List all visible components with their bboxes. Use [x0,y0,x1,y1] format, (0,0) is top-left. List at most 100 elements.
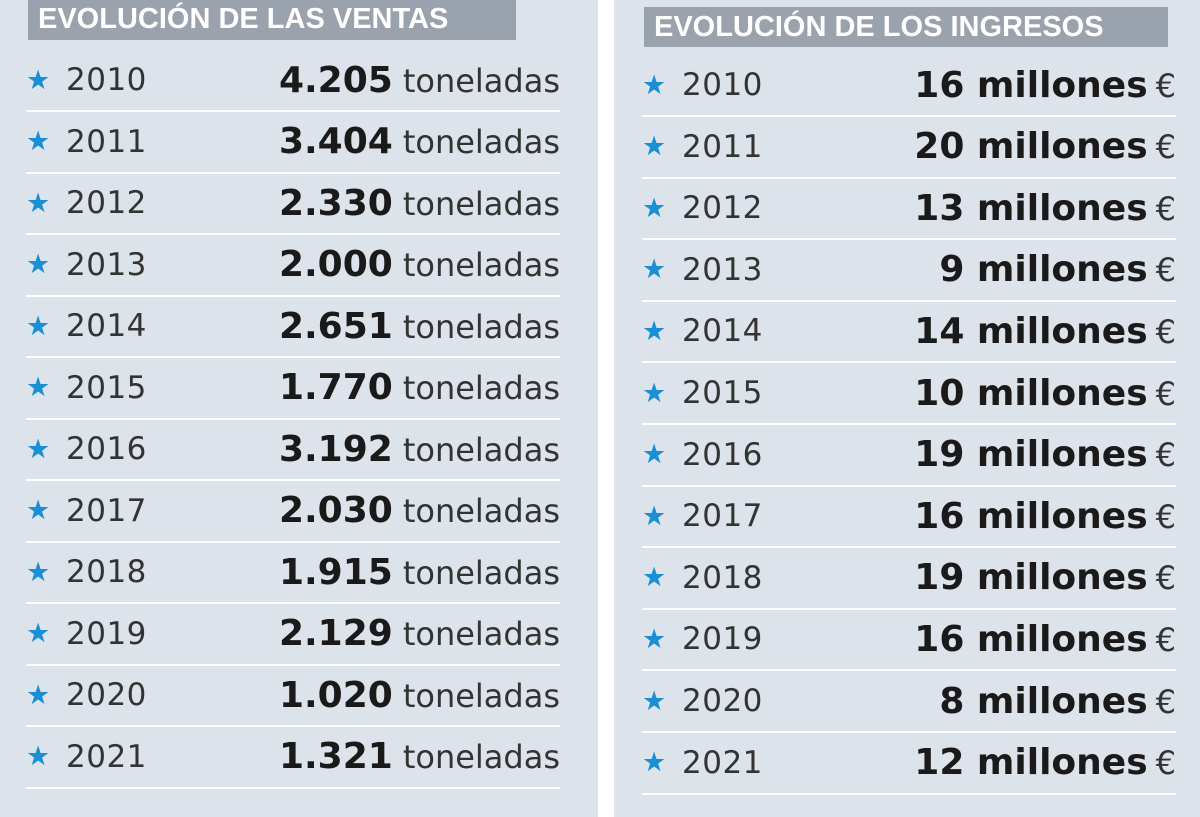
row-unit: € [1155,189,1176,228]
row-value: 16 millones [914,495,1148,537]
star-icon: ★ [26,618,51,649]
star-icon: ★ [642,500,667,532]
row-year: 2016 [682,436,763,473]
row-year: 2014 [66,308,147,344]
star-icon: ★ [26,741,51,772]
row-value-group: 19 millones € [914,557,1176,598]
row-unit: € [1155,312,1176,351]
star-icon: ★ [26,433,51,465]
list-item: ★ 2013 2.000 toneladas [26,235,560,297]
row-value-group: 2.330 toneladas [279,183,560,224]
row-value-group: 10 millones € [914,373,1176,414]
row-value: 1.915 [278,551,393,593]
row-value-group: 2.030 toneladas [279,490,560,531]
list-item: ★ 2011 20 millones € [642,117,1176,179]
row-year: 2012 [682,190,763,227]
star-icon: ★ [642,315,667,347]
row-unit: toneladas [402,553,560,592]
list-item: ★ 2020 1.020 toneladas [26,665,560,727]
row-value-group: 2.651 toneladas [279,306,560,347]
row-unit: € [1155,559,1176,598]
list-item: ★ 2020 8 millones € [642,671,1176,733]
list-item: ★ 2019 2.129 toneladas [26,604,560,666]
row-year: 2011 [66,123,147,160]
row-value: 2.330 [278,182,393,224]
row-value-group: 9 millones € [939,249,1176,290]
star-icon: ★ [642,131,667,163]
row-value: 1.770 [278,367,393,408]
row-value: 19 millones [914,557,1148,599]
row-unit: toneladas [402,615,560,653]
row-value-group: 1.020 toneladas [279,675,560,716]
star-icon: ★ [26,126,51,157]
row-unit: toneladas [402,738,560,776]
row-value-group: 2.129 toneladas [279,613,560,654]
row-year: 2018 [682,559,763,596]
income-panel: EVOLUCIÓN DE LOS INGRESOS ★ 2010 16 millon… [614,0,1200,817]
row-value-group: 16 millones € [914,496,1176,537]
row-year: 2015 [66,369,147,406]
row-unit: € [1155,66,1176,105]
row-value-group: 16 millones € [914,65,1176,106]
list-item: ★ 2017 16 millones € [642,486,1176,549]
row-year: 2019 [682,621,763,658]
list-item: ★ 2018 19 millones € [642,548,1176,610]
star-icon: ★ [642,562,667,594]
row-value: 2.129 [278,613,393,654]
list-item: ★ 2015 1.770 toneladas [26,358,560,420]
row-value-group: 3.192 toneladas [279,429,560,470]
star-icon: ★ [26,372,51,403]
row-value: 3.192 [278,428,393,470]
row-unit: € [1155,251,1176,290]
list-item: ★ 2013 9 millones € [642,240,1176,302]
star-icon: ★ [26,495,51,526]
row-unit: € [1155,682,1176,721]
sales-panel: EVOLUCIÓN DE LAS VENTAS ★ 2010 4.205 tonela… [0,0,598,817]
list-item: ★ 2019 16 millones € [642,609,1176,672]
row-value: 20 millones [914,126,1148,168]
list-item: ★ 2012 13 millones € [642,178,1176,241]
star-icon: ★ [642,439,667,471]
list-item: ★ 2017 2.030 toneladas [26,481,560,543]
row-unit: € [1155,128,1176,167]
row-value: 12 millones [914,742,1148,784]
list-item: ★ 2021 12 millones € [642,733,1176,795]
row-year: 2017 [682,498,763,535]
star-icon: ★ [642,69,667,101]
row-value: 4.205 [278,59,393,101]
star-icon: ★ [26,679,51,711]
list-item: ★ 2010 16 millones € [642,55,1176,117]
row-value-group: 12 millones € [914,742,1176,783]
row-value-group: 1.321 toneladas [279,736,560,777]
row-value: 2.030 [278,490,393,531]
row-year: 2014 [682,313,763,350]
row-unit: toneladas [402,61,560,100]
row-unit: € [1155,497,1176,536]
star-icon: ★ [642,747,667,779]
row-year: 2019 [66,615,147,652]
star-icon: ★ [642,192,667,224]
row-value-group: 1.915 toneladas [279,552,560,593]
star-icon: ★ [26,556,51,588]
star-icon: ★ [642,254,667,286]
row-year: 2016 [66,431,147,467]
row-year: 2020 [682,683,763,719]
row-year: 2010 [682,67,763,103]
row-value: 13 millones [914,187,1148,229]
row-year: 2021 [66,738,147,775]
row-value-group: 13 millones € [914,188,1176,229]
row-unit: € [1155,436,1176,475]
row-value: 16 millones [914,618,1148,660]
list-item: ★ 2011 3.404 toneladas [26,112,560,174]
row-year: 2011 [682,128,763,165]
row-value-group: 4.205 toneladas [279,60,560,101]
row-value-group: 14 millones € [914,311,1176,352]
row-year: 2013 [66,246,147,283]
star-icon: ★ [26,310,51,342]
row-year: 2012 [66,185,147,221]
list-item: ★ 2012 2.330 toneladas [26,173,560,235]
row-unit: toneladas [402,123,560,161]
row-value: 2.651 [278,305,393,347]
list-item: ★ 2014 14 millones € [642,301,1176,364]
row-unit: toneladas [402,307,560,346]
